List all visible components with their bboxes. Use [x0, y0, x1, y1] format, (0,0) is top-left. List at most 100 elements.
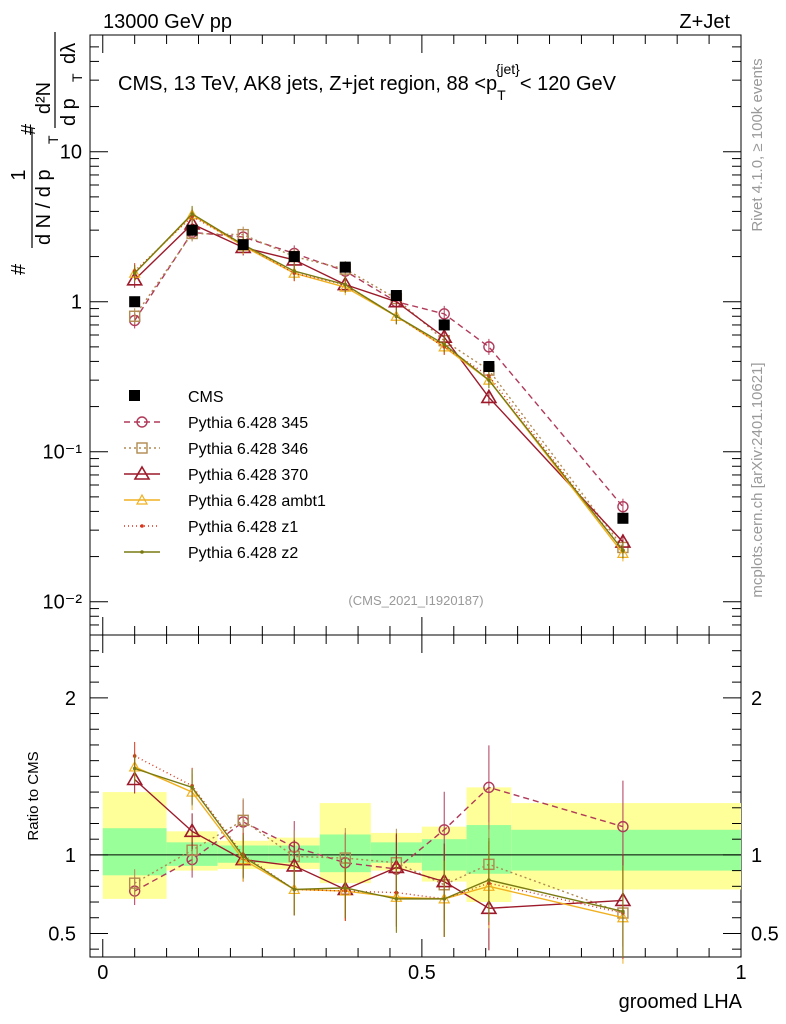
legend-marker-ambt1: [135, 493, 149, 505]
analysis-id: (CMS_2021_I1920187): [348, 593, 483, 608]
main-y-tick-label: 10: [60, 142, 82, 164]
ylabel-d2n: d²N: [33, 82, 55, 114]
ratio-marker-346: [237, 814, 249, 827]
ratio-marker-z2: [292, 887, 297, 892]
plot-title: CMS, 13 TeV, AK8 jets, Z+jet region, 88 …: [118, 61, 617, 103]
ylabel-hash2: #: [18, 123, 40, 135]
series-marker-z2: [190, 212, 194, 216]
cms-data-point: [186, 224, 198, 236]
legend-label-cms: CMS: [188, 389, 224, 406]
x-tick-label: 0: [97, 962, 108, 984]
ylabel-dp: d p: [58, 98, 80, 126]
cms-data-point: [129, 296, 141, 308]
series-marker-345: [438, 308, 450, 320]
x-axis-label: groomed LHA: [619, 991, 743, 1013]
legend-label-ambt1: Pythia 6.428 ambt1: [188, 493, 326, 510]
cms-data-point: [438, 319, 450, 331]
ratio-marker-z2: [394, 897, 399, 901]
cms-data-point: [339, 261, 351, 273]
main-y-tick-label: 10⁻¹: [43, 442, 83, 464]
ratio-marker-370: [126, 770, 144, 786]
legend-label-370: Pythia 6.428 370: [188, 467, 308, 484]
band-green: [102, 828, 167, 876]
ylabel-dn-t: T: [45, 135, 61, 144]
ratio-y-axis-label: Ratio to CMS: [25, 751, 42, 840]
series-marker-z2: [621, 548, 625, 553]
legend-marker-cms: [129, 390, 140, 401]
legend-marker-z1: [140, 524, 144, 528]
series-marker-370: [480, 388, 498, 404]
legend-marker-370: [133, 465, 151, 480]
cms-data-point: [483, 360, 495, 372]
series-marker-346: [128, 310, 141, 322]
plot-title-main: CMS, 13 TeV, AK8 jets, Z+jet region, 88 …: [118, 73, 497, 95]
plot-title-tail: < 120 GeV: [520, 73, 617, 95]
ratio-marker-346: [128, 877, 141, 889]
ratio-y-tick-label-left: 0.5: [48, 923, 76, 945]
ratio-marker-z2: [621, 909, 625, 914]
ratio-marker-345: [483, 781, 495, 794]
rivet-label: Rivet 4.1.0, ≥ 100k events: [749, 58, 766, 231]
series-line-345: [134, 231, 624, 508]
ratio-marker-370: [183, 822, 201, 838]
main-y-tick-label: 1: [71, 292, 82, 314]
ylabel-dn-dpt: d N / d p: [33, 169, 55, 245]
legend-label-346: Pythia 6.428 346: [188, 441, 308, 458]
legend-label-345: Pythia 6.428 345: [188, 415, 308, 432]
source-label: mcplots.cern.ch [arXiv:2401.10621]: [749, 362, 766, 597]
ratio-marker-z2: [487, 878, 491, 882]
ratio-y-tick-label-left: 2: [65, 688, 76, 710]
cms-data-points: [129, 224, 629, 524]
ratio-y-tick-label-right: 0.5: [751, 923, 779, 945]
ratio-marker-z2: [190, 785, 194, 790]
ylabel-dp-t: T: [69, 73, 85, 82]
ratio-y-tick-label-right: 1: [751, 845, 762, 867]
ratio-marker-z2: [442, 897, 447, 901]
plot-title-sup: {jet}: [496, 61, 520, 77]
legend-label-z1: Pythia 6.428 z1: [188, 519, 298, 536]
ratio-y-tick-label-left: 1: [65, 845, 76, 867]
ratio-marker-z2: [132, 766, 137, 771]
ratio-marker-345: [438, 824, 450, 836]
series-marker-z2: [394, 314, 399, 319]
x-tick-label: 1: [735, 962, 746, 984]
series-marker-z2: [343, 282, 348, 287]
energy-label: 13000 GeV pp: [103, 11, 232, 33]
ylabel-one: 1: [8, 169, 30, 180]
plot-title-sub: T: [497, 87, 506, 103]
legend-marker-345: [136, 416, 148, 428]
series-marker-z2: [487, 378, 491, 382]
ratio-marker-345: [617, 820, 629, 833]
ratio-axes: 2 21 10.5 0.50 0.5 1: [48, 634, 779, 984]
ratio-marker-z2: [343, 886, 348, 890]
ratio-series: [126, 741, 632, 964]
series-marker-z2: [442, 342, 447, 347]
cms-data-point: [288, 251, 300, 263]
main-axes: 10 1 10⁻¹ 10⁻²: [43, 34, 742, 636]
legend-marker-z2: [140, 550, 144, 554]
ylabel-dlambda: dλ: [58, 43, 80, 64]
ratio-marker-z2: [241, 854, 245, 859]
main-y-tick-label: 10⁻²: [43, 592, 83, 614]
legend-label-z2: Pythia 6.428 z2: [188, 545, 298, 562]
ratio-y-tick-label-right: 2: [751, 688, 762, 710]
legend-marker-346: [136, 442, 148, 454]
series-marker-z2: [292, 269, 297, 273]
ratio-line-345: [134, 786, 624, 892]
cms-data-point: [390, 290, 402, 302]
series-marker-345: [617, 501, 629, 513]
ratio-uncertainty-bands: [102, 787, 741, 903]
series-marker-370: [126, 271, 144, 286]
process-label: Z+Jet: [679, 11, 730, 33]
legend: CMS Pythia 6.428 345 Pythia 6.428 346 Pythi…: [124, 389, 326, 562]
main-y-axis-label: # 1 d N / d p T # d²N d p T dλ: [8, 32, 85, 275]
x-tick-label: 0.5: [408, 962, 436, 984]
ratio-plot-frame: [89, 634, 742, 958]
cms-data-point: [617, 512, 629, 524]
band-green: [511, 829, 741, 871]
cms-data-point: [237, 239, 249, 251]
series-marker-345: [483, 341, 495, 353]
ylabel-hash: #: [8, 263, 30, 275]
series-marker-z2: [132, 271, 137, 275]
